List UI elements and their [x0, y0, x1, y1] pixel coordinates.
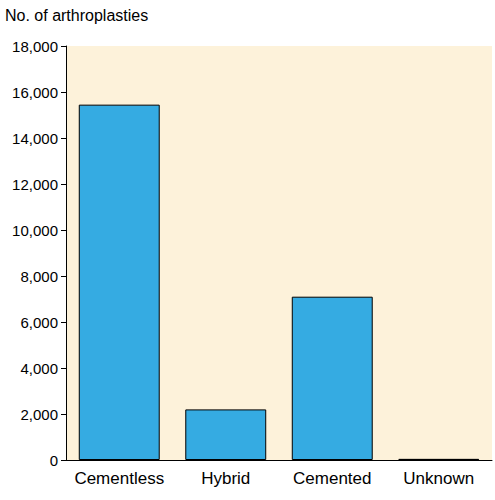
svg-text:10,000: 10,000	[12, 222, 58, 239]
svg-text:Hybrid: Hybrid	[201, 469, 250, 488]
svg-text:6,000: 6,000	[20, 314, 58, 331]
svg-text:Cementless: Cementless	[74, 469, 164, 488]
svg-text:Unknown: Unknown	[403, 469, 474, 488]
svg-text:14,000: 14,000	[12, 130, 58, 147]
svg-text:18,000: 18,000	[12, 38, 58, 55]
svg-text:4,000: 4,000	[20, 360, 58, 377]
svg-text:No. of arthroplasties: No. of arthroplasties	[5, 7, 148, 24]
svg-text:12,000: 12,000	[12, 176, 58, 193]
svg-text:16,000: 16,000	[12, 84, 58, 101]
svg-text:Cemented: Cemented	[293, 469, 371, 488]
svg-text:8,000: 8,000	[20, 268, 58, 285]
svg-text:2,000: 2,000	[20, 406, 58, 423]
svg-text:0: 0	[50, 452, 58, 469]
